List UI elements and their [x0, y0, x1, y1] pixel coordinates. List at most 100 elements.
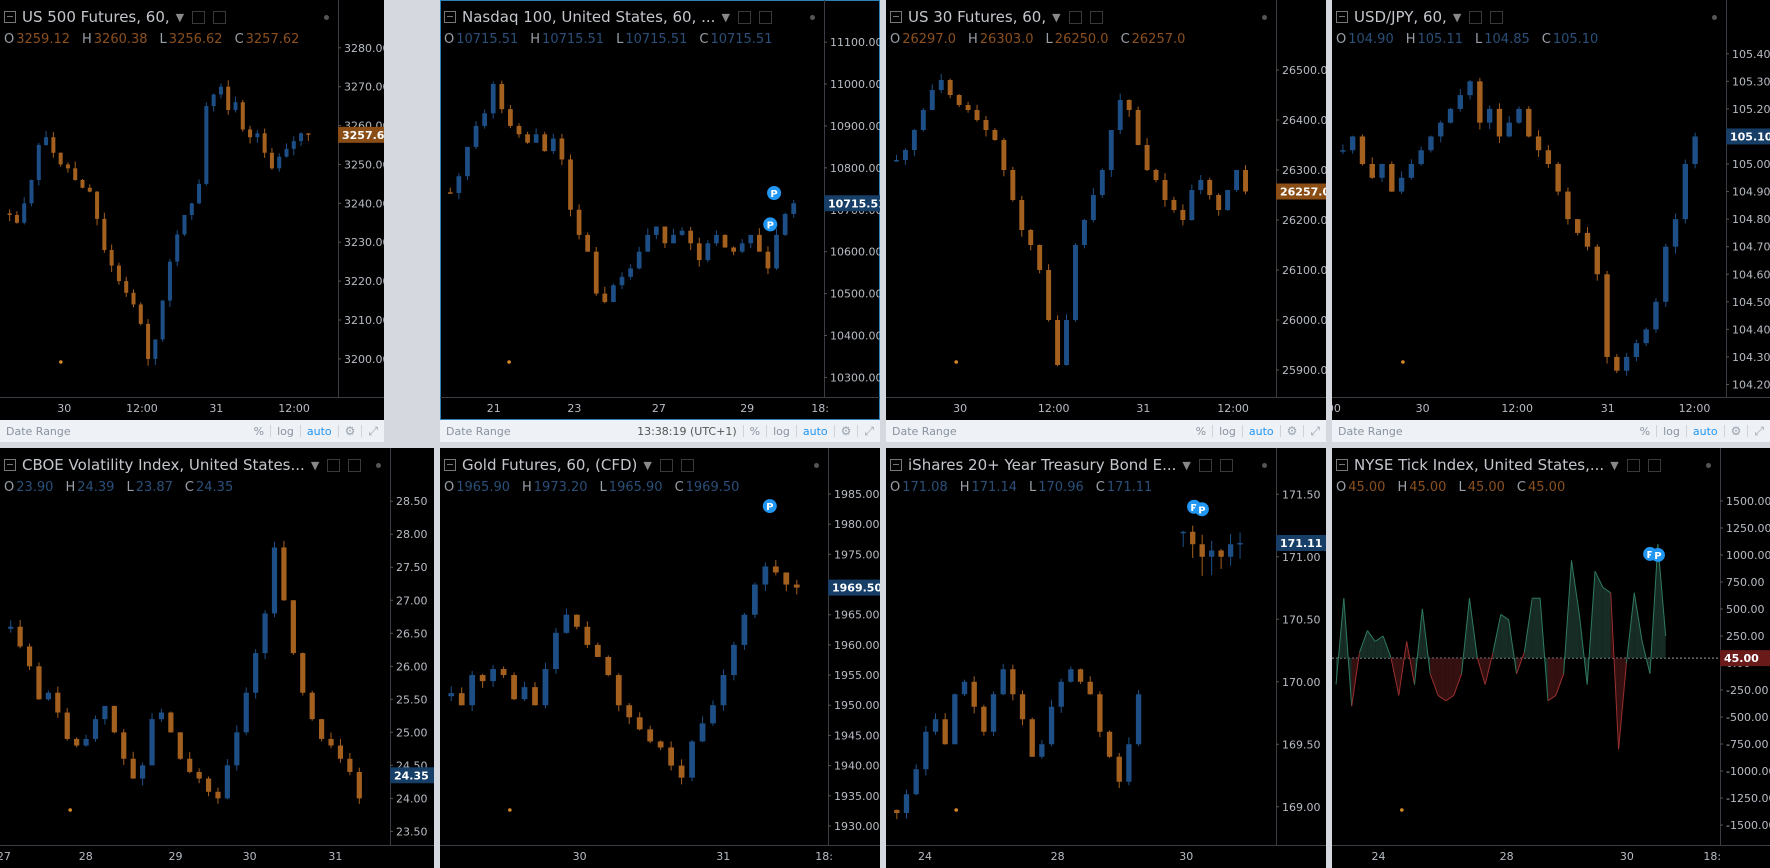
date-range-button[interactable]: Date Range: [6, 424, 71, 438]
chart-canvas-tlt[interactable]: 171.50 171.00 170.50 170.00 169.50 169.00 24 28…: [886, 448, 1326, 868]
event-marker[interactable]: [1650, 547, 1665, 562]
settings-mini-icon[interactable]: [1490, 10, 1504, 24]
chart-legend[interactable]: iShares 20+ Year Treasury Bond E... ▼: [890, 456, 1233, 474]
ohlc-value: 26257.0: [1131, 32, 1186, 47]
log-toggle[interactable]: log: [773, 424, 790, 438]
eye-icon[interactable]: [659, 458, 673, 472]
chart-pane-vix[interactable]: 28.50 28.00 27.50 27.00 26.50 26.00 25.50 25.00…: [0, 448, 434, 868]
chart-pane-ndx[interactable]: 11100.0011000.0010900.0010800.0010700.00…: [440, 0, 880, 420]
eye-icon[interactable]: [1469, 10, 1483, 24]
auto-toggle[interactable]: auto: [1248, 424, 1274, 438]
gear-icon[interactable]: ⚙: [1286, 424, 1298, 438]
candle-body: [662, 226, 668, 244]
symbol-title[interactable]: US 500 Futures, 60,: [22, 8, 170, 26]
chart-pane-tick[interactable]: 1500.001250.001000.00750.00500.00250.000…: [1332, 448, 1770, 868]
gear-icon[interactable]: ⚙: [1730, 424, 1742, 438]
chart-canvas-tick[interactable]: 1500.001250.001000.00750.00500.00250.000…: [1332, 448, 1770, 868]
chart-canvas-ndx[interactable]: 11100.0011000.0010900.0010800.0010700.00…: [440, 0, 880, 420]
chart-legend[interactable]: US 30 Futures, 60, ▼: [890, 8, 1103, 26]
collapse-icon[interactable]: [4, 11, 16, 23]
chart-legend[interactable]: Nasdaq 100, United States, 60, ... ▼: [444, 8, 772, 26]
event-marker[interactable]: [763, 217, 778, 232]
chevron-down-icon[interactable]: ▼: [1052, 10, 1061, 24]
collapse-icon[interactable]: [4, 459, 16, 471]
chart-legend[interactable]: US 500 Futures, 60, ▼: [4, 8, 227, 26]
chart-canvas-spx[interactable]: 3280.003270.003260.003250.003240.003230.…: [0, 0, 384, 420]
chevron-down-icon[interactable]: ▼: [643, 458, 652, 472]
chevron-down-icon[interactable]: ▼: [721, 10, 730, 24]
chart-legend[interactable]: USD/JPY, 60, ▼: [1336, 8, 1504, 26]
ohlc-key: O: [1336, 480, 1347, 495]
percent-toggle[interactable]: %: [253, 424, 265, 438]
chart-pane-usdjpy[interactable]: 105.40 105.30 105.20 105.10 105.00 104.90 104.…: [1332, 0, 1770, 420]
date-range-button[interactable]: Date Range: [1338, 424, 1403, 438]
chevron-down-icon[interactable]: ▼: [1610, 458, 1619, 472]
chart-legend[interactable]: NYSE Tick Index, United States,... ▼: [1336, 456, 1661, 474]
symbol-title[interactable]: US 30 Futures, 60,: [908, 8, 1047, 26]
expand-icon[interactable]: ⤢: [1754, 423, 1764, 438]
eye-icon[interactable]: [737, 10, 751, 24]
eye-icon[interactable]: [1068, 10, 1082, 24]
eye-icon[interactable]: [1198, 458, 1212, 472]
collapse-icon[interactable]: [890, 459, 902, 471]
expand-icon[interactable]: ⤢: [864, 423, 874, 438]
gear-icon[interactable]: ⚙: [840, 424, 852, 438]
settings-mini-icon[interactable]: [1089, 10, 1103, 24]
chevron-down-icon[interactable]: ▼: [1452, 10, 1462, 24]
percent-toggle[interactable]: %: [1195, 424, 1207, 438]
settings-mini-icon[interactable]: [758, 10, 772, 24]
chevron-down-icon[interactable]: ▼: [1182, 458, 1191, 472]
ohlc-values: O 171.08 H 171.14 L 170.96 C 171.11: [890, 480, 1164, 495]
collapse-icon[interactable]: [890, 11, 902, 23]
log-toggle[interactable]: log: [1219, 424, 1236, 438]
y-tick-label: 26.00: [396, 660, 428, 673]
area-line: [1343, 598, 1353, 707]
percent-toggle[interactable]: %: [749, 424, 761, 438]
symbol-title[interactable]: Gold Futures, 60, (CFD): [462, 456, 638, 474]
chart-canvas-dji[interactable]: 26500.0 26400.0 26300.0 26200.0 26100.0 26000…: [886, 0, 1326, 420]
collapse-icon[interactable]: [1336, 459, 1348, 471]
expand-icon[interactable]: ⤢: [368, 423, 378, 438]
settings-mini-icon[interactable]: [1647, 458, 1661, 472]
gear-icon[interactable]: ⚙: [344, 424, 356, 438]
chart-pane-spx[interactable]: 3280.003270.003260.003250.003240.003230.…: [0, 0, 384, 420]
date-range-button[interactable]: Date Range: [892, 424, 957, 438]
symbol-title[interactable]: NYSE Tick Index, United States,...: [1354, 456, 1605, 474]
chart-canvas-vix[interactable]: 28.50 28.00 27.50 27.00 26.50 26.00 25.50 25.00…: [0, 448, 434, 868]
eye-icon[interactable]: [192, 10, 206, 24]
auto-toggle[interactable]: auto: [306, 424, 332, 438]
symbol-title[interactable]: CBOE Volatility Index, United States...: [22, 456, 305, 474]
chevron-down-icon[interactable]: ▼: [310, 458, 320, 472]
chart-pane-dji[interactable]: 26500.0 26400.0 26300.0 26200.0 26100.0 26000…: [886, 0, 1326, 420]
symbol-title[interactable]: iShares 20+ Year Treasury Bond E...: [908, 456, 1177, 474]
settings-mini-icon[interactable]: [1219, 458, 1233, 472]
collapse-icon[interactable]: [1336, 11, 1348, 23]
event-marker[interactable]: [1194, 502, 1209, 517]
percent-toggle[interactable]: %: [1639, 424, 1651, 438]
chart-canvas-gold[interactable]: 1985.001980.001975.001970.001965.001960.…: [440, 448, 880, 868]
symbol-title[interactable]: Nasdaq 100, United States, 60, ...: [462, 8, 716, 26]
eye-icon[interactable]: [1626, 458, 1640, 472]
event-marker[interactable]: [767, 185, 782, 200]
auto-toggle[interactable]: auto: [1692, 424, 1718, 438]
area-segment: [1500, 614, 1509, 659]
chart-pane-tlt[interactable]: 171.50 171.00 170.50 170.00 169.50 169.00 24 28…: [886, 448, 1326, 868]
settings-mini-icon[interactable]: [213, 10, 227, 24]
log-toggle[interactable]: log: [277, 424, 294, 438]
expand-icon[interactable]: ⤢: [1310, 423, 1320, 438]
event-marker[interactable]: [762, 499, 777, 514]
chart-pane-gold[interactable]: 1985.001980.001975.001970.001965.001960.…: [440, 448, 880, 868]
collapse-icon[interactable]: [444, 459, 456, 471]
collapse-icon[interactable]: [444, 11, 456, 23]
symbol-title[interactable]: USD/JPY, 60,: [1354, 8, 1447, 26]
settings-mini-icon[interactable]: [348, 458, 362, 472]
eye-icon[interactable]: [327, 458, 341, 472]
chart-canvas-usdjpy[interactable]: 105.40 105.30 105.20 105.10 105.00 104.90 104.…: [1332, 0, 1770, 420]
date-range-button[interactable]: Date Range: [446, 424, 511, 438]
chart-legend[interactable]: Gold Futures, 60, (CFD) ▼: [444, 456, 694, 474]
chart-legend[interactable]: CBOE Volatility Index, United States... …: [4, 456, 362, 474]
chevron-down-icon[interactable]: ▼: [175, 10, 185, 24]
settings-mini-icon[interactable]: [680, 458, 694, 472]
log-toggle[interactable]: log: [1663, 424, 1680, 438]
auto-toggle[interactable]: auto: [802, 424, 828, 438]
